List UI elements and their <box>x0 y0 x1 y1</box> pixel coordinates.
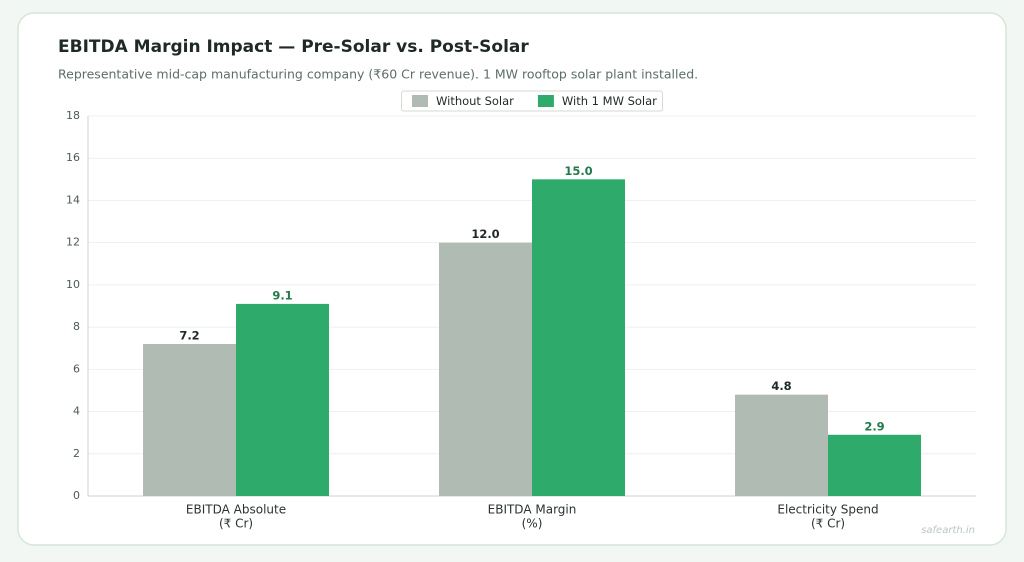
x-tick-label: EBITDA Absolute <box>186 503 286 517</box>
y-tick-label: 2 <box>73 447 80 460</box>
bar <box>143 344 236 496</box>
y-tick-label: 4 <box>73 405 80 418</box>
legend-swatch <box>537 95 554 107</box>
x-tick-label: EBITDA Margin <box>488 503 577 517</box>
value-label: 9.1 <box>272 288 292 302</box>
bar <box>828 434 921 496</box>
legend-label: Without Solar <box>436 94 514 108</box>
y-tick-label: 16 <box>66 151 80 164</box>
legend-label: With 1 MW Solar <box>562 94 657 108</box>
x-tick-label: (%) <box>522 517 543 531</box>
y-tick-label: 6 <box>73 362 80 375</box>
y-tick-label: 12 <box>66 236 80 249</box>
y-tick-label: 14 <box>66 193 80 206</box>
y-tick-label: 0 <box>73 489 80 502</box>
legend-swatch <box>412 95 428 107</box>
bar <box>735 394 828 496</box>
x-tick-label: (₹ Cr) <box>219 517 253 531</box>
value-label: 2.9 <box>864 419 884 433</box>
bar <box>532 179 625 497</box>
x-tick-label: Electricity Spend <box>777 503 878 517</box>
chart-subtitle: Representative mid-cap manufacturing com… <box>58 67 698 82</box>
value-label: 15.0 <box>564 164 592 178</box>
value-label: 4.8 <box>771 379 791 393</box>
y-tick-label: 18 <box>66 109 80 122</box>
value-label: 12.0 <box>471 227 499 241</box>
value-label: 7.2 <box>179 329 199 343</box>
y-tick-label: 10 <box>66 278 80 291</box>
legend-box <box>401 90 663 112</box>
x-tick-label: (₹ Cr) <box>811 517 845 531</box>
watermark: safearth.in <box>921 525 975 536</box>
chart-title: EBITDA Margin Impact — Pre-Solar vs. Pos… <box>58 37 529 57</box>
bar <box>236 303 329 496</box>
y-tick-label: 8 <box>73 320 80 333</box>
bar <box>439 242 532 496</box>
